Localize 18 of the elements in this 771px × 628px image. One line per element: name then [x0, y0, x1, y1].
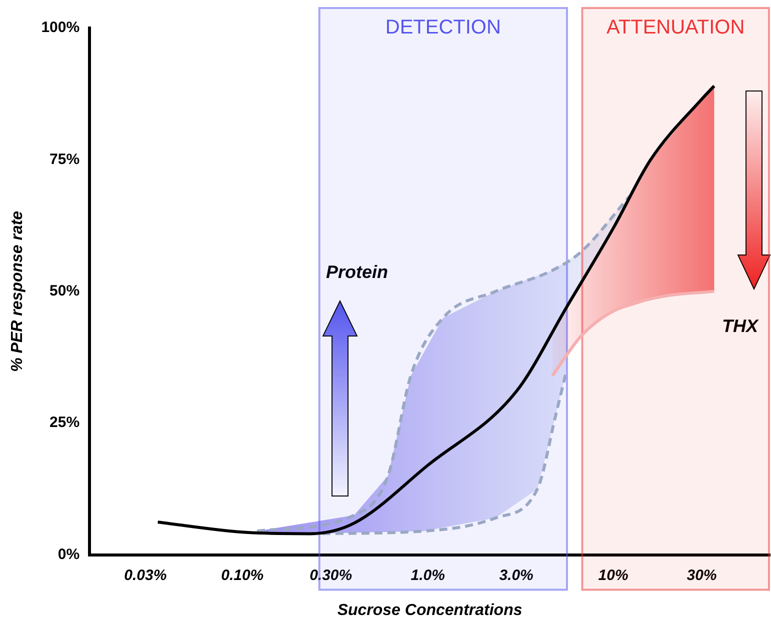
x-tick-label: 0.30% — [310, 566, 352, 584]
band-label: DETECTION — [385, 16, 501, 39]
annotation: Protein — [326, 262, 388, 283]
x-tick-label: 30% — [686, 566, 717, 584]
band-label: ATTENUATION — [606, 16, 745, 39]
x-tick-label: 0.10% — [221, 566, 264, 584]
x-tick-label: 0.03% — [124, 566, 167, 584]
x-tick-label: 1.0% — [410, 566, 445, 584]
y-tick-label: 75% — [50, 150, 80, 168]
x-tick-label: 10% — [598, 566, 628, 584]
x-tick-label: 3.0% — [499, 566, 534, 584]
y-axis-title: % PER response rate — [9, 210, 26, 372]
x-axis-title: Sucrose Concentrations — [337, 602, 522, 619]
y-tick-label: 50% — [50, 282, 80, 300]
y-tick-label: 0% — [58, 546, 80, 563]
annotation: THX — [722, 316, 758, 337]
y-tick-label: 100% — [41, 19, 80, 36]
y-tick-label: 25% — [50, 414, 80, 432]
